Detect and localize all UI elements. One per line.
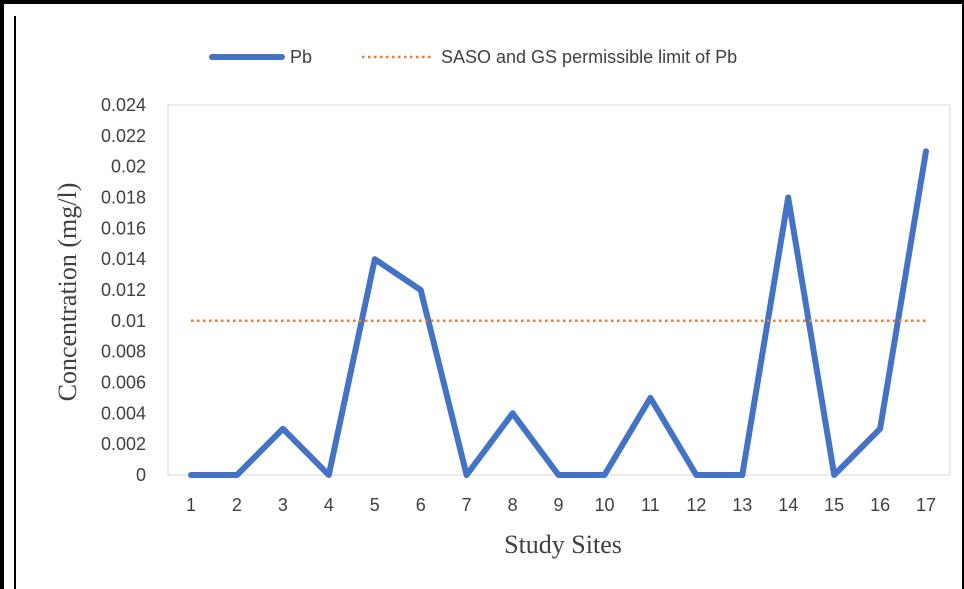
y-tick-label: 0.018 xyxy=(101,188,146,208)
x-axis-title: Study Sites xyxy=(504,530,622,559)
legend-label-pb: Pb xyxy=(290,47,312,67)
x-tick-label: 10 xyxy=(594,495,614,515)
y-tick-label: 0.024 xyxy=(101,95,146,115)
y-axis-ticks: 0 0.002 0.004 0.006 0.008 0.01 0.012 0.014 0.016… xyxy=(101,95,146,485)
y-tick-label: 0.014 xyxy=(101,249,146,269)
x-tick-label: 13 xyxy=(732,495,752,515)
x-tick-label: 1 xyxy=(186,495,196,515)
y-tick-label: 0.022 xyxy=(101,126,146,146)
x-tick-label: 12 xyxy=(686,495,706,515)
y-axis-title: Concentration (mg/l) xyxy=(53,183,82,402)
y-tick-label: 0.002 xyxy=(101,434,146,454)
frame-inner-line xyxy=(14,16,16,589)
y-tick-label: 0.006 xyxy=(101,373,146,393)
y-tick-label: 0.008 xyxy=(101,342,146,362)
x-tick-label: 8 xyxy=(508,495,518,515)
legend-label-limit: SASO and GS permissible limit of Pb xyxy=(441,47,737,67)
x-tick-label: 4 xyxy=(324,495,334,515)
x-tick-label: 14 xyxy=(778,495,798,515)
x-tick-label: 15 xyxy=(824,495,844,515)
y-tick-label: 0.012 xyxy=(101,280,146,300)
legend: Pb SASO and GS permissible limit of Pb xyxy=(209,47,737,67)
x-tick-label: 9 xyxy=(554,495,564,515)
series-line-pb xyxy=(188,148,929,478)
y-tick-label: 0 xyxy=(136,465,146,485)
x-tick-label: 7 xyxy=(462,495,472,515)
y-tick-label: 0.01 xyxy=(111,311,146,331)
x-axis-ticks: 1 2 3 4 5 6 7 8 9 10 11 12 13 14 15 16 17 xyxy=(186,495,936,515)
plot-area-border xyxy=(167,104,951,476)
y-tick-label: 0.02 xyxy=(111,157,146,177)
x-tick-label: 6 xyxy=(416,495,426,515)
y-tick-label: 0.016 xyxy=(101,218,146,238)
x-tick-label: 5 xyxy=(370,495,380,515)
series-group xyxy=(188,148,929,478)
y-tick-label: 0.004 xyxy=(101,403,146,423)
x-tick-label: 11 xyxy=(641,495,660,515)
x-tick-label: 16 xyxy=(870,495,890,515)
x-tick-label: 2 xyxy=(232,495,242,515)
x-tick-label: 3 xyxy=(278,495,288,515)
x-tick-label: 17 xyxy=(916,495,936,515)
